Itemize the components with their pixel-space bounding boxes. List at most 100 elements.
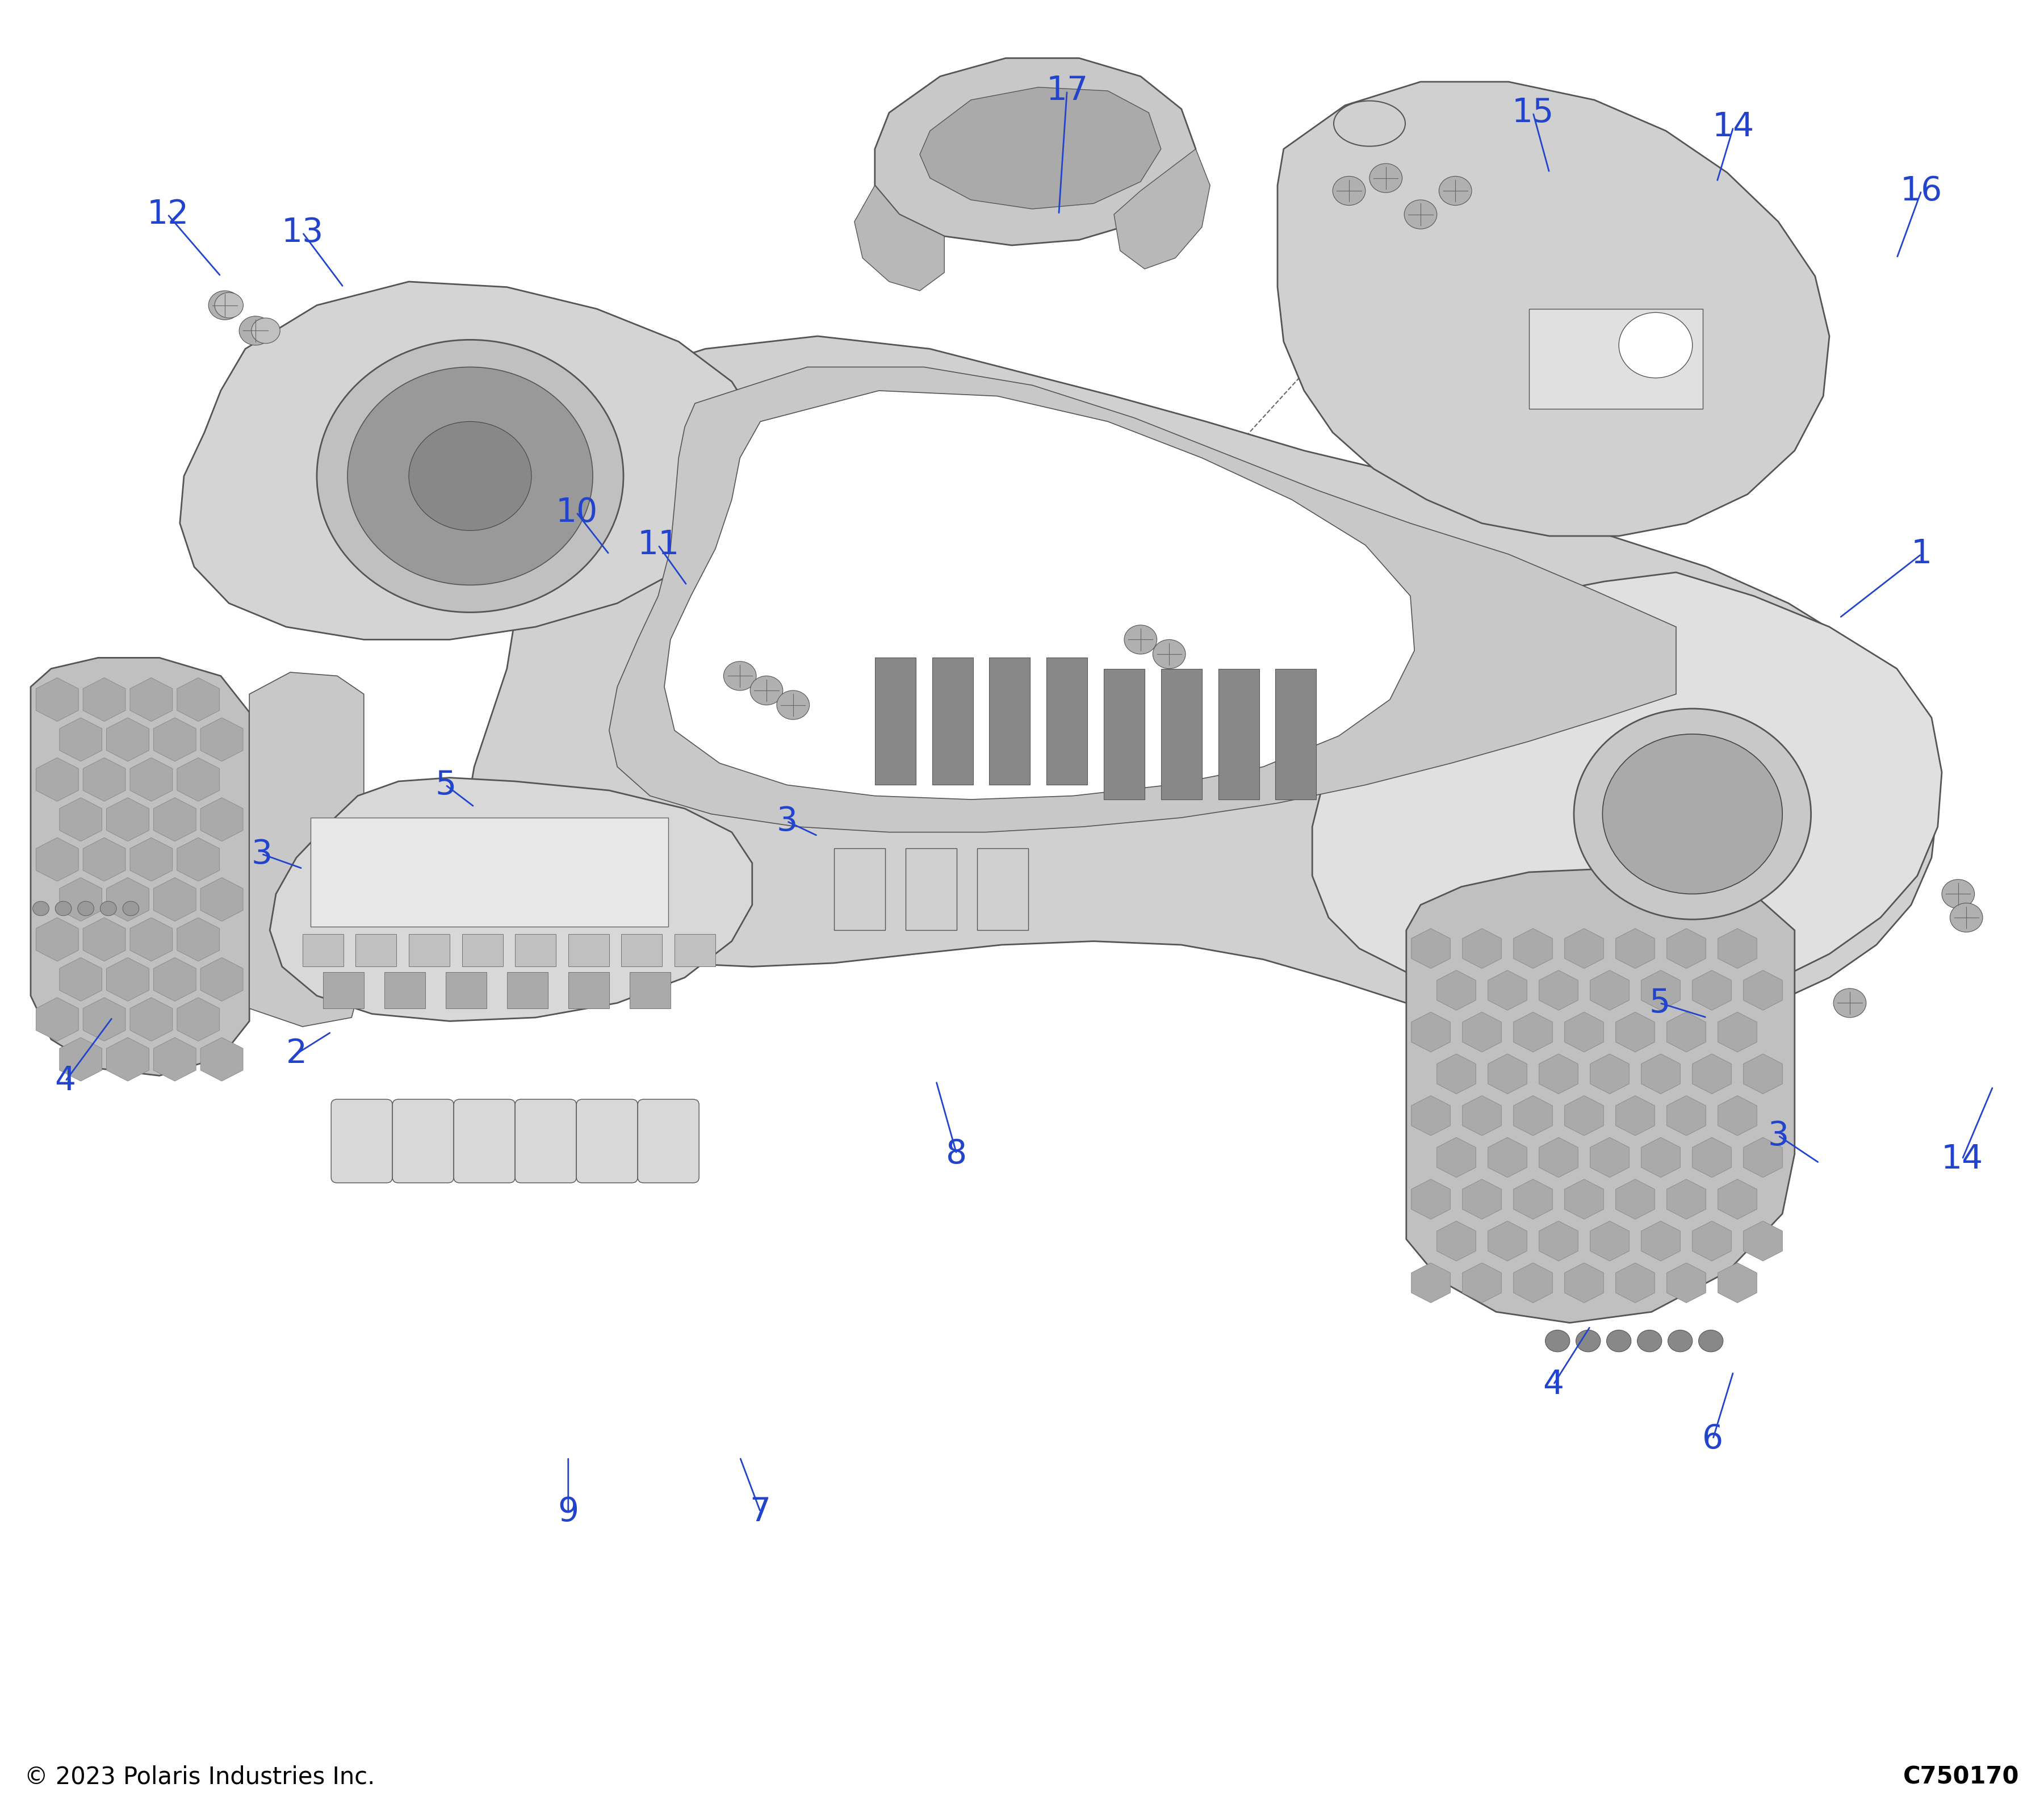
Polygon shape: [609, 367, 1676, 832]
Bar: [1047, 658, 1087, 785]
Polygon shape: [1312, 572, 1942, 1008]
Bar: [356, 934, 397, 967]
Text: 14: 14: [1942, 1143, 1983, 1176]
Bar: [932, 658, 973, 785]
Polygon shape: [270, 778, 752, 1021]
Circle shape: [251, 318, 280, 343]
Circle shape: [1124, 625, 1157, 654]
Circle shape: [317, 340, 623, 612]
Circle shape: [409, 422, 531, 531]
Text: 5: 5: [1650, 987, 1670, 1019]
Text: 7: 7: [750, 1495, 771, 1528]
Circle shape: [1153, 640, 1186, 669]
Circle shape: [1602, 734, 1782, 894]
Text: 4: 4: [1543, 1368, 1564, 1401]
FancyBboxPatch shape: [392, 1099, 454, 1183]
Bar: [1161, 669, 1202, 799]
Text: 15: 15: [1513, 96, 1553, 129]
Circle shape: [750, 676, 783, 705]
Text: 17: 17: [1047, 74, 1087, 107]
Polygon shape: [466, 336, 1938, 1036]
Bar: [1275, 669, 1316, 799]
Bar: [568, 972, 609, 1008]
Circle shape: [1699, 1330, 1723, 1352]
FancyBboxPatch shape: [638, 1099, 699, 1183]
Polygon shape: [1406, 869, 1795, 1323]
Bar: [1218, 669, 1259, 799]
Bar: [989, 658, 1030, 785]
Circle shape: [1574, 709, 1811, 919]
Circle shape: [724, 661, 756, 690]
Circle shape: [1619, 313, 1692, 378]
Text: 4: 4: [55, 1065, 76, 1097]
Text: 11: 11: [638, 529, 679, 561]
Circle shape: [1369, 164, 1402, 193]
FancyBboxPatch shape: [515, 1099, 576, 1183]
Bar: [303, 934, 343, 967]
Circle shape: [1404, 200, 1437, 229]
Circle shape: [100, 901, 117, 916]
Circle shape: [1545, 1330, 1570, 1352]
Bar: [409, 934, 450, 967]
Circle shape: [1607, 1330, 1631, 1352]
Text: 8: 8: [946, 1137, 967, 1170]
Text: 16: 16: [1901, 174, 1942, 207]
Polygon shape: [31, 658, 249, 1076]
Bar: [384, 972, 425, 1008]
Circle shape: [215, 293, 243, 318]
Circle shape: [347, 367, 593, 585]
Text: 3: 3: [251, 838, 272, 870]
Bar: [507, 972, 548, 1008]
Bar: [515, 934, 556, 967]
Circle shape: [123, 901, 139, 916]
Bar: [462, 934, 503, 967]
Text: C750170: C750170: [1903, 1764, 2019, 1790]
Circle shape: [1576, 1330, 1600, 1352]
Bar: [1529, 309, 1703, 409]
Text: 3: 3: [1768, 1119, 1789, 1152]
Circle shape: [1333, 176, 1365, 205]
Circle shape: [239, 316, 272, 345]
Bar: [568, 934, 609, 967]
Text: 10: 10: [556, 496, 597, 529]
Polygon shape: [920, 87, 1161, 209]
Text: 13: 13: [282, 216, 323, 249]
Circle shape: [1950, 903, 1983, 932]
Circle shape: [1439, 176, 1472, 205]
Bar: [834, 849, 885, 930]
Bar: [675, 934, 715, 967]
Bar: [1104, 669, 1145, 799]
Bar: [905, 849, 957, 930]
Text: 14: 14: [1713, 111, 1754, 144]
Polygon shape: [180, 282, 760, 640]
Text: 2: 2: [286, 1038, 307, 1070]
Polygon shape: [664, 391, 1414, 799]
Bar: [875, 658, 916, 785]
Bar: [311, 818, 668, 927]
Circle shape: [78, 901, 94, 916]
Bar: [621, 934, 662, 967]
Bar: [323, 972, 364, 1008]
Text: 5: 5: [435, 769, 456, 801]
Text: 1: 1: [1911, 538, 1932, 571]
FancyBboxPatch shape: [576, 1099, 638, 1183]
Circle shape: [777, 690, 809, 720]
Circle shape: [1668, 1330, 1692, 1352]
Text: 12: 12: [147, 198, 188, 231]
Polygon shape: [1114, 149, 1210, 269]
Polygon shape: [854, 185, 944, 291]
Bar: [446, 972, 486, 1008]
Circle shape: [1637, 1330, 1662, 1352]
Text: © 2023 Polaris Industries Inc.: © 2023 Polaris Industries Inc.: [25, 1764, 374, 1790]
Bar: [630, 972, 670, 1008]
Bar: [977, 849, 1028, 930]
Circle shape: [208, 291, 241, 320]
Polygon shape: [249, 672, 364, 1027]
Circle shape: [1833, 988, 1866, 1018]
Polygon shape: [875, 58, 1196, 245]
FancyBboxPatch shape: [454, 1099, 515, 1183]
Circle shape: [55, 901, 72, 916]
Text: 6: 6: [1703, 1423, 1723, 1455]
Circle shape: [33, 901, 49, 916]
Text: 3: 3: [777, 805, 797, 838]
